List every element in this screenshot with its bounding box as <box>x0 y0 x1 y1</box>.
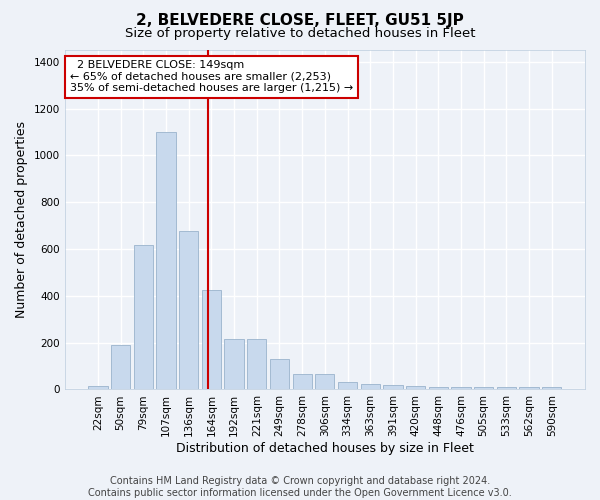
Text: Contains HM Land Registry data © Crown copyright and database right 2024.
Contai: Contains HM Land Registry data © Crown c… <box>88 476 512 498</box>
Text: 2, BELVEDERE CLOSE, FLEET, GU51 5JP: 2, BELVEDERE CLOSE, FLEET, GU51 5JP <box>136 12 464 28</box>
Bar <box>361 384 380 390</box>
Bar <box>293 374 312 390</box>
Bar <box>520 387 539 390</box>
Bar <box>111 345 130 390</box>
Bar <box>428 386 448 390</box>
Bar <box>451 386 470 390</box>
Bar <box>270 359 289 390</box>
Bar <box>497 387 516 390</box>
Bar <box>247 339 266 390</box>
X-axis label: Distribution of detached houses by size in Fleet: Distribution of detached houses by size … <box>176 442 474 455</box>
Bar <box>179 232 199 390</box>
Bar <box>338 382 357 390</box>
Y-axis label: Number of detached properties: Number of detached properties <box>15 121 28 318</box>
Bar <box>224 339 244 390</box>
Bar <box>157 132 176 390</box>
Bar <box>88 386 107 390</box>
Text: Size of property relative to detached houses in Fleet: Size of property relative to detached ho… <box>125 28 475 40</box>
Bar <box>406 386 425 390</box>
Bar <box>315 374 334 390</box>
Bar <box>202 290 221 390</box>
Bar <box>542 387 562 390</box>
Text: 2 BELVEDERE CLOSE: 149sqm  
← 65% of detached houses are smaller (2,253)
35% of : 2 BELVEDERE CLOSE: 149sqm ← 65% of detac… <box>70 60 353 94</box>
Bar <box>383 385 403 390</box>
Bar <box>134 246 153 390</box>
Bar <box>474 387 493 390</box>
